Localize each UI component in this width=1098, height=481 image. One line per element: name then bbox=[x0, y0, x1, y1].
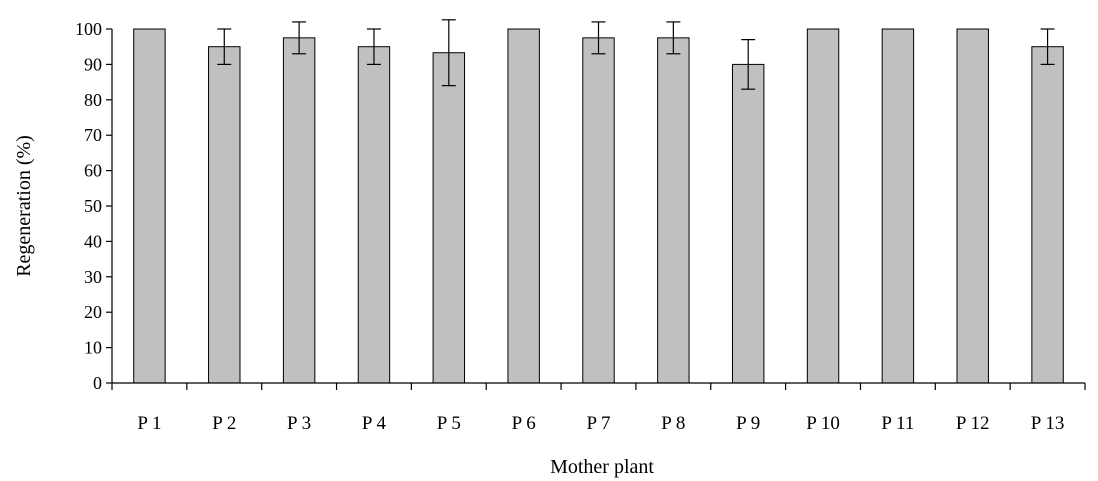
bar bbox=[956, 28, 989, 384]
y-tick-label: 80 bbox=[84, 90, 102, 110]
y-axis-title: Regeneration (%) bbox=[13, 135, 35, 277]
y-tick-label: 90 bbox=[84, 54, 102, 74]
y-axis-ticks: 0 10 20 30 40 50 60 70 80 90 100 bbox=[75, 19, 112, 393]
x-tick-label: P 10 bbox=[806, 413, 840, 434]
x-tick-label: P 8 bbox=[661, 413, 685, 434]
axes bbox=[111, 29, 1085, 384]
bar bbox=[282, 37, 316, 384]
error-bars bbox=[217, 19, 1055, 90]
bar bbox=[507, 28, 540, 384]
x-axis-ticks: P 1 P 2 P 3 P 4 P 5 P 6 P 7 P 8 P 9 P 10 P 11 P 12 P… bbox=[111, 383, 1086, 434]
bar bbox=[582, 37, 615, 384]
y-tick-label: 60 bbox=[84, 161, 102, 181]
x-tick-label: P 4 bbox=[362, 413, 387, 434]
y-tick-label: 20 bbox=[84, 302, 102, 322]
bar bbox=[731, 63, 765, 384]
bars bbox=[133, 28, 1064, 384]
x-tick-label: P 13 bbox=[1031, 413, 1065, 434]
x-tick-label: P 1 bbox=[137, 413, 161, 434]
bar bbox=[357, 46, 391, 384]
y-tick-label: 70 bbox=[84, 125, 102, 145]
x-tick-label: P 2 bbox=[212, 413, 236, 434]
bar bbox=[881, 28, 915, 384]
bar bbox=[208, 46, 241, 384]
y-tick-label: 50 bbox=[84, 196, 102, 216]
x-tick-label: P 5 bbox=[437, 413, 461, 434]
y-tick-label: 30 bbox=[84, 267, 102, 287]
x-tick-label: P 6 bbox=[512, 413, 536, 434]
y-tick-label: 0 bbox=[93, 373, 102, 393]
x-tick-label: P 3 bbox=[287, 413, 311, 434]
bar bbox=[1031, 46, 1064, 384]
bar bbox=[432, 52, 466, 384]
x-axis-title: Mother plant bbox=[550, 456, 654, 478]
x-tick-label: P 7 bbox=[586, 413, 610, 434]
y-tick-label: 40 bbox=[84, 231, 102, 251]
bar bbox=[133, 28, 166, 384]
x-tick-label: P 12 bbox=[956, 413, 990, 434]
y-tick-label: 10 bbox=[84, 338, 102, 358]
y-tick-label: 100 bbox=[75, 19, 102, 39]
x-tick-label: P 11 bbox=[881, 413, 914, 434]
x-tick-label: P 9 bbox=[736, 413, 760, 434]
bar bbox=[806, 28, 840, 384]
bar bbox=[657, 37, 690, 384]
